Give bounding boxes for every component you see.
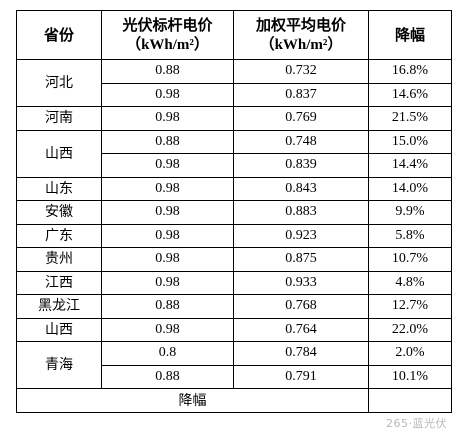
decline-cell: 14.4% [368,153,452,178]
table-footer-row: 降幅 [16,388,452,413]
weighted-price-cell: 0.923 [233,223,369,248]
table-row: 0.98 0.839 14.4% [17,153,452,178]
decline-cell: 10.7% [368,247,452,272]
weighted-price-cell: 0.768 [233,294,369,319]
header-province-title: 省份 [43,26,74,44]
decline-cell: 21.5% [368,106,452,131]
province-cell: 安徽 [16,200,102,225]
header-benchmark-title: 光伏标杆电价 [122,16,213,34]
weighted-price-cell: 0.732 [233,59,369,84]
weighted-price-cell: 0.875 [233,247,369,272]
decline-cell: 4.8% [368,270,452,295]
decline-cell: 2.0% [368,341,452,366]
weighted-price-cell: 0.933 [233,270,369,295]
header-weighted-price: 加权平均电价 （kWh/m²） [233,10,369,60]
header-benchmark-unit: （kWh/m²） [126,37,209,53]
decline-cell: 9.9% [368,200,452,225]
province-cell: 山西 [16,317,102,342]
decline-cell: 15.0% [368,129,452,154]
electricity-price-table: 省份 光伏标杆电价 （kWh/m²） 加权平均电价 （kWh/m²） 降幅 河北… [16,10,452,413]
header-province: 省份 [16,10,102,60]
province-cell: 山西 [16,129,102,178]
province-cell: 山东 [16,176,102,201]
province-cell: 广东 [16,223,102,248]
benchmark-price-cell: 0.98 [101,247,234,272]
table-row: 安徽 0.98 0.883 9.9% [16,200,452,225]
weighted-price-cell: 0.883 [233,200,369,225]
table-row: 山西 0.88 0.748 15.0% [16,129,452,178]
weighted-price-cell: 0.837 [233,82,369,107]
benchmark-price-cell: 0.98 [101,176,234,201]
table-row: 黑龙江 0.88 0.768 12.7% [16,294,452,319]
decline-cell: 16.8% [368,59,452,84]
benchmark-price-cell: 0.98 [101,223,234,248]
benchmark-price-cell: 0.98 [101,82,234,107]
decline-cell: 14.0% [368,176,452,201]
table-row: 广东 0.98 0.923 5.8% [16,223,452,248]
decline-cell: 10.1% [368,364,452,389]
benchmark-price-cell: 0.8 [101,341,234,366]
benchmark-price-cell: 0.98 [101,153,234,178]
header-weighted-unit: （kWh/m²） [259,37,343,53]
weighted-price-cell: 0.748 [233,129,369,154]
weighted-price-cell: 0.843 [233,176,369,201]
province-cell: 青海 [16,341,102,389]
table-row: 贵州 0.98 0.875 10.7% [16,247,452,272]
footer-value-cell [368,388,452,413]
decline-cell: 12.7% [368,294,452,319]
benchmark-price-cell: 0.88 [101,59,234,84]
weighted-price-cell: 0.764 [233,317,369,342]
table-row: 山东 0.98 0.843 14.0% [16,176,452,201]
province-cell: 江西 [16,270,102,295]
benchmark-price-cell: 0.88 [101,129,234,154]
table-row: 山西 0.98 0.764 22.0% [16,317,452,342]
benchmark-price-cell: 0.88 [101,364,234,389]
province-cell: 河南 [16,106,102,131]
header-decline: 降幅 [368,10,452,60]
table-header-row: 省份 光伏标杆电价 （kWh/m²） 加权平均电价 （kWh/m²） 降幅 [16,10,452,60]
province-cell: 黑龙江 [16,294,102,319]
benchmark-price-cell: 0.98 [101,200,234,225]
header-decline-title: 降幅 [394,26,425,44]
benchmark-price-cell: 0.98 [101,270,234,295]
table-row: 河南 0.98 0.769 21.5% [16,106,452,131]
table-row: 0.98 0.837 14.6% [17,82,452,107]
province-cell: 河北 [16,59,102,107]
weighted-price-cell: 0.769 [233,106,369,131]
benchmark-price-cell: 0.88 [101,294,234,319]
weighted-price-cell: 0.784 [233,341,369,366]
decline-cell: 22.0% [368,317,452,342]
province-cell: 贵州 [16,247,102,272]
decline-cell: 5.8% [368,223,452,248]
header-benchmark-price: 光伏标杆电价 （kWh/m²） [101,10,234,60]
table-row: 河北 0.88 0.732 16.8% [16,59,452,107]
weighted-price-cell: 0.791 [233,364,369,389]
weighted-price-cell: 0.839 [233,153,369,178]
header-weighted-title: 加权平均电价 [255,16,346,34]
footer-label-cell: 降幅 [16,388,369,413]
benchmark-price-cell: 0.98 [101,106,234,131]
table-row: 0.88 0.791 10.1% [17,364,452,389]
table-row: 青海 0.8 0.784 2.0% [16,341,452,389]
watermark-text: 265·蓝光伏 [384,415,449,431]
table-row: 江西 0.98 0.933 4.8% [16,270,452,295]
decline-cell: 14.6% [368,82,452,107]
benchmark-price-cell: 0.98 [101,317,234,342]
